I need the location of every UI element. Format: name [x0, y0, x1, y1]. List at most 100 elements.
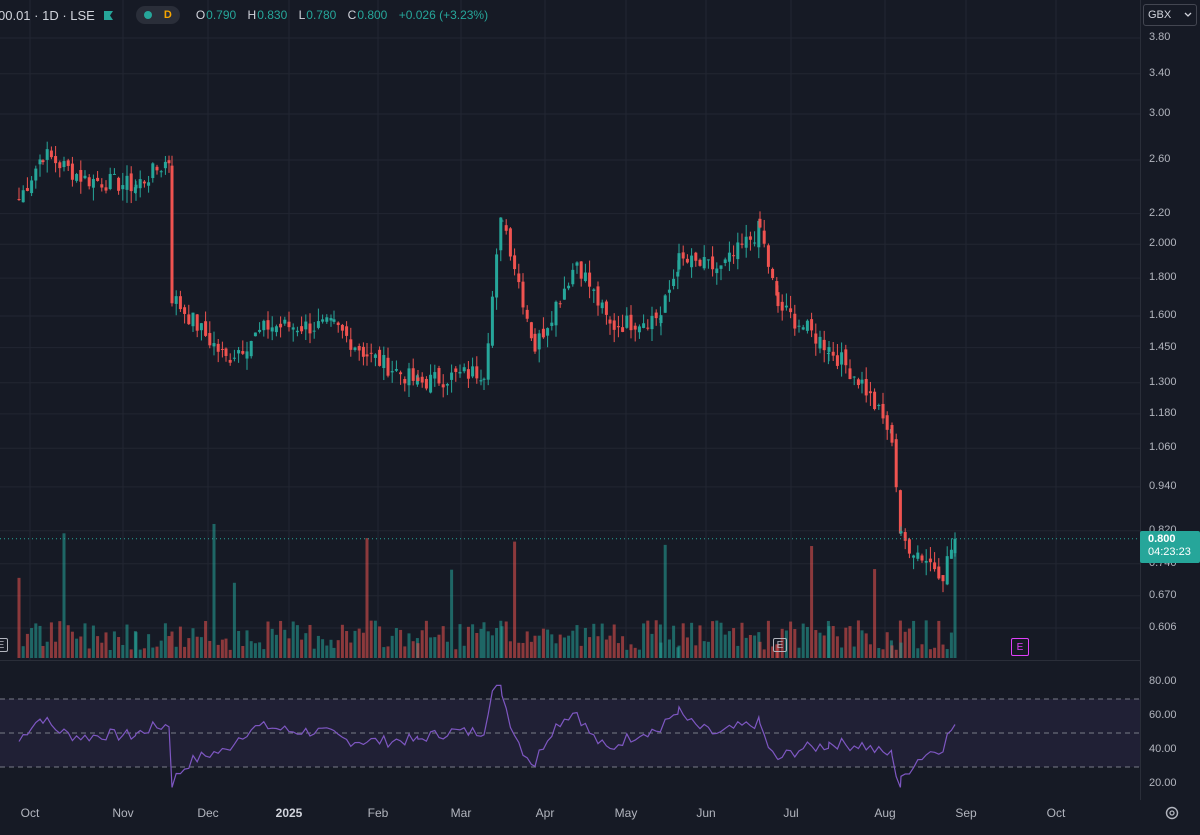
- bar-countdown: 04:23:23: [1148, 546, 1191, 558]
- candle-body: [274, 326, 278, 333]
- candle-body: [629, 314, 633, 331]
- candle-body: [727, 252, 731, 262]
- volume-bar: [424, 620, 428, 658]
- candle-body: [814, 333, 818, 344]
- volume-bar: [685, 637, 689, 658]
- volume-bar: [220, 639, 224, 658]
- candle-body: [924, 560, 928, 563]
- pane-separator[interactable]: [0, 660, 1140, 661]
- volume-bar: [740, 622, 744, 658]
- price-pane[interactable]: [0, 0, 1140, 800]
- candle-body: [382, 355, 386, 369]
- earnings-marker[interactable]: E: [773, 638, 787, 652]
- volume-bar: [45, 641, 49, 658]
- volume-bar: [41, 645, 45, 658]
- symbol-label[interactable]: 00.01 · 1D · LSE: [0, 7, 95, 23]
- candle-body: [706, 259, 710, 261]
- volume-bar: [441, 626, 445, 658]
- volume-bar: [34, 623, 38, 658]
- candle-body: [142, 181, 146, 184]
- currency-selector[interactable]: GBX: [1143, 4, 1197, 26]
- candle-body: [208, 333, 212, 346]
- volume-bar: [789, 621, 793, 658]
- candle-body: [462, 367, 466, 372]
- volume-bar: [87, 648, 91, 658]
- candle-body: [612, 320, 616, 330]
- candle-body: [490, 296, 494, 346]
- volume-bar: [466, 626, 470, 658]
- volume-bar: [450, 569, 454, 658]
- volume-bar: [771, 646, 775, 658]
- volume-bar: [621, 636, 625, 658]
- volume-bar: [58, 621, 62, 658]
- volume-bar: [96, 636, 100, 658]
- volume-bar: [204, 621, 208, 658]
- volume-bar: [291, 621, 295, 658]
- candle-body: [220, 348, 224, 350]
- candle-body: [49, 150, 53, 158]
- candle-body: [513, 255, 517, 270]
- rsi-chart[interactable]: [0, 0, 1140, 800]
- volume-bar: [766, 620, 770, 658]
- candle-body: [450, 372, 454, 380]
- candle-body: [321, 319, 325, 322]
- data-delay-badge: D: [163, 9, 172, 21]
- settings-icon[interactable]: [1164, 805, 1180, 821]
- volume-bar: [91, 625, 95, 658]
- change-value: +0.026 (+3.23%): [398, 8, 489, 22]
- volume-bar: [748, 634, 752, 658]
- volume-bar: [253, 643, 257, 658]
- volume-bar: [420, 630, 424, 658]
- candle-body: [848, 368, 852, 380]
- candle-body: [159, 171, 163, 173]
- candle-body: [345, 326, 349, 336]
- volume-bar: [170, 631, 174, 658]
- candle-body: [482, 378, 486, 380]
- volume-bar: [365, 538, 369, 658]
- open-key: O: [195, 8, 206, 22]
- candle-body: [826, 352, 830, 355]
- volume-bar: [844, 627, 848, 658]
- candle-body: [616, 326, 620, 328]
- market-status[interactable]: D: [135, 6, 180, 24]
- candle-body: [690, 255, 694, 268]
- rsi-pane[interactable]: [0, 0, 1140, 800]
- candle-body: [711, 256, 715, 270]
- open-value: 0.790: [206, 8, 237, 22]
- candle-body: [224, 348, 228, 356]
- volume-bar: [25, 633, 29, 658]
- future-earnings-marker[interactable]: E: [1011, 638, 1029, 656]
- volume-bar: [167, 636, 171, 658]
- candle-body: [312, 330, 316, 332]
- volume-bar: [151, 647, 155, 658]
- volume-bar: [70, 631, 74, 658]
- candle-body: [365, 354, 369, 357]
- price-chart[interactable]: [0, 0, 1140, 660]
- candle-body: [403, 379, 407, 384]
- rsi-line: [18, 684, 956, 788]
- volume-bar: [525, 631, 529, 658]
- candle-body: [147, 182, 151, 186]
- volume-bar: [579, 645, 583, 658]
- volume-bar: [663, 544, 667, 658]
- chevron-down-icon: [1184, 12, 1192, 17]
- candle-body: [117, 177, 121, 191]
- earnings-marker[interactable]: E: [0, 638, 8, 652]
- flag-icon[interactable]: [103, 10, 114, 21]
- candle-body: [916, 552, 920, 559]
- candle-body: [416, 377, 420, 382]
- volume-bar: [490, 635, 494, 658]
- candle-body: [818, 336, 822, 349]
- volume-bar: [62, 533, 66, 658]
- candle-body: [575, 262, 579, 266]
- volume-bar: [776, 643, 780, 658]
- volume-bar: [848, 626, 852, 658]
- volume-bar: [600, 623, 604, 658]
- volume-bar: [907, 628, 911, 658]
- candle-body: [373, 354, 377, 358]
- volume-bar: [868, 644, 872, 658]
- candle-body: [21, 190, 25, 203]
- time-axis-label: Sep: [955, 806, 977, 820]
- candle-body: [340, 324, 344, 331]
- volume-bar: [856, 620, 860, 658]
